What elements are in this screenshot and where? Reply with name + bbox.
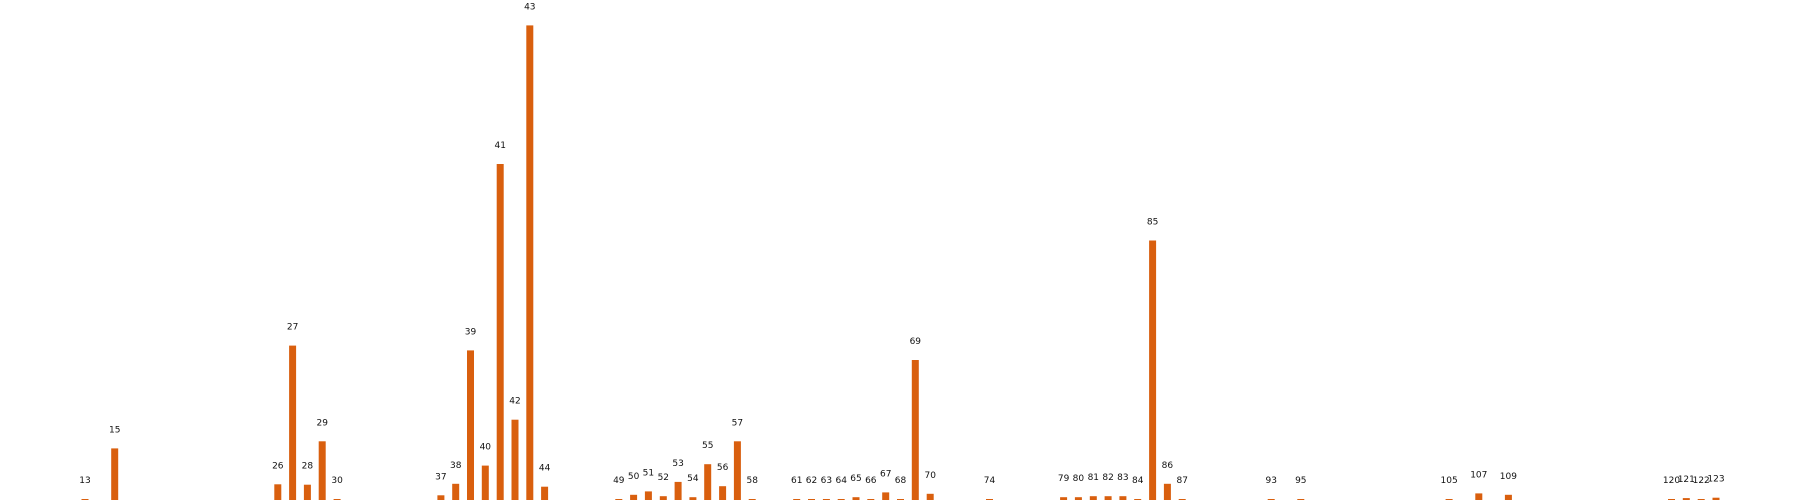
bar-52 [659, 496, 667, 500]
bar-51 [644, 491, 652, 500]
bar-label-82: 82 [1102, 473, 1113, 483]
bar-42 [511, 419, 519, 500]
bar-label-64: 64 [835, 476, 847, 486]
bar-109 [1504, 494, 1512, 500]
bar-69 [911, 360, 919, 500]
bar-label-84: 84 [1132, 476, 1144, 486]
bar-label-74: 74 [984, 476, 996, 486]
bar-label-28: 28 [302, 462, 314, 472]
bar-123 [1712, 497, 1720, 500]
bar-29 [318, 441, 326, 500]
bar-label-109: 109 [1500, 472, 1517, 482]
bar-label-52: 52 [658, 473, 669, 483]
bar-label-55: 55 [702, 441, 713, 451]
bar-label-62: 62 [806, 476, 817, 486]
bar-label-93: 93 [1265, 476, 1276, 486]
bar-15 [111, 448, 119, 500]
bar-41 [496, 164, 504, 500]
bar-label-15: 15 [109, 425, 120, 435]
bar-121 [1682, 498, 1690, 500]
bar-label-95: 95 [1295, 476, 1306, 486]
bar-label-61: 61 [791, 476, 802, 486]
bar-label-37: 37 [435, 472, 446, 482]
bar-label-41: 41 [494, 141, 505, 151]
bar-label-29: 29 [316, 418, 328, 428]
bar-107 [1475, 493, 1483, 500]
bar-label-56: 56 [717, 463, 729, 473]
bar-label-122: 122 [1693, 476, 1710, 486]
bar-label-27: 27 [287, 323, 298, 333]
bar-label-121: 121 [1678, 475, 1695, 485]
bar-label-42: 42 [509, 397, 520, 407]
bar-label-40: 40 [480, 443, 492, 453]
bar-86 [1163, 483, 1171, 500]
bar-label-51: 51 [643, 468, 654, 478]
bar-37 [437, 495, 445, 500]
bar-label-65: 65 [850, 474, 861, 484]
bar-label-67: 67 [880, 469, 891, 479]
bar-83 [1119, 496, 1127, 500]
bar-53 [674, 481, 682, 500]
bar-80 [1074, 497, 1082, 500]
bar-label-66: 66 [865, 476, 877, 486]
bar-40 [481, 465, 489, 500]
bar-67 [882, 492, 890, 500]
bar-label-68: 68 [895, 476, 907, 486]
bar-label-79: 79 [1058, 474, 1070, 484]
bar-label-30: 30 [331, 476, 343, 486]
bar-50 [630, 494, 638, 500]
bar-label-26: 26 [272, 461, 284, 471]
bar-label-57: 57 [732, 418, 743, 428]
bar-label-105: 105 [1441, 476, 1458, 486]
bar-82 [1104, 496, 1112, 500]
bar-label-50: 50 [628, 472, 640, 482]
bar-label-80: 80 [1073, 474, 1085, 484]
bar-81 [1089, 496, 1097, 500]
bar-label-54: 54 [687, 474, 699, 484]
bar-55 [704, 464, 712, 500]
bar-label-81: 81 [1088, 473, 1099, 483]
bar-label-58: 58 [746, 476, 758, 486]
bar-label-87: 87 [1176, 476, 1187, 486]
bar-79 [1060, 497, 1068, 500]
bar-label-13: 13 [79, 476, 90, 486]
bar-label-107: 107 [1470, 470, 1487, 480]
bar-70 [926, 493, 934, 500]
bar-57 [733, 441, 741, 500]
bar-label-69: 69 [910, 337, 922, 347]
bars-group [81, 25, 1720, 500]
bar-label-70: 70 [924, 471, 936, 481]
bar-38 [452, 483, 460, 500]
bar-label-120: 120 [1663, 476, 1680, 486]
bar-39 [467, 350, 474, 500]
bar-43 [526, 25, 534, 500]
bar-label-39: 39 [465, 327, 477, 337]
bar-label-63: 63 [821, 476, 832, 486]
bar-label-38: 38 [450, 461, 462, 471]
bar-27 [289, 345, 297, 500]
bar-85 [1149, 240, 1157, 500]
bar-44 [541, 486, 549, 500]
bar-label-83: 83 [1117, 473, 1128, 483]
bar-28 [303, 484, 311, 500]
bar-label-85: 85 [1147, 218, 1158, 228]
bar-54 [689, 497, 697, 500]
bar-label-123: 123 [1707, 475, 1724, 485]
bar-56 [719, 486, 727, 500]
bar-labels-group: 13 15 26 27 28 29 30 37 38 39 40 41 42 43 44 49 50 51 5253… [79, 2, 1724, 486]
bar-label-86: 86 [1162, 461, 1174, 471]
bar-label-49: 49 [613, 476, 625, 486]
bar-label-53: 53 [672, 459, 683, 469]
bar-label-43: 43 [524, 2, 535, 12]
bar-26 [274, 484, 282, 500]
bar-label-44: 44 [539, 464, 551, 474]
bar-65 [852, 497, 860, 500]
